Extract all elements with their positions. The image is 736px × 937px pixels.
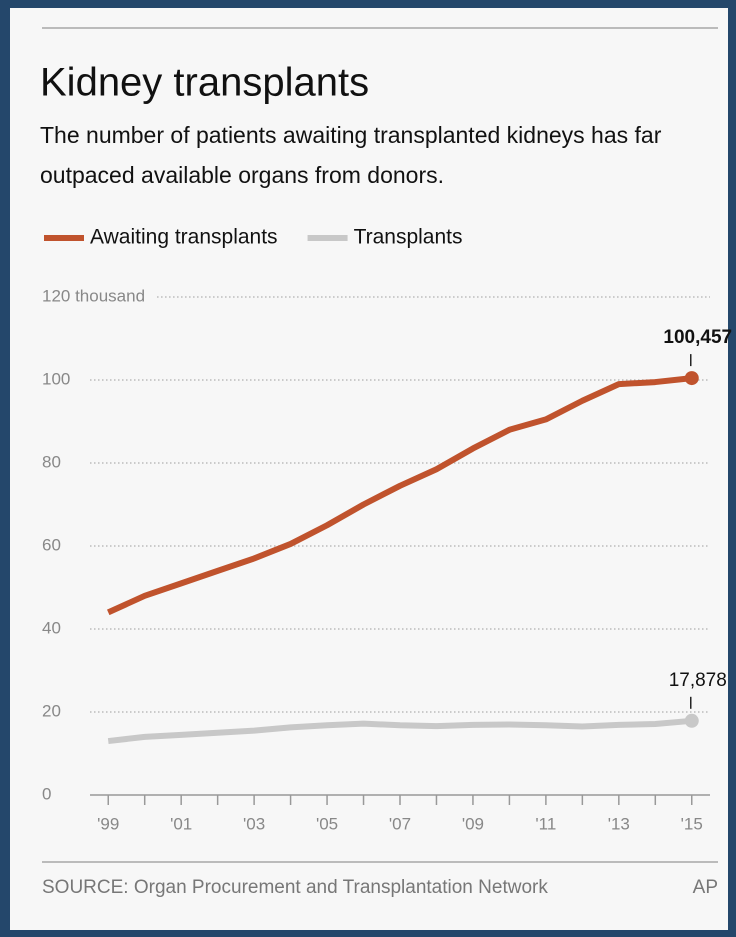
x-tick-label: '01 <box>170 814 192 833</box>
subtitle: The number of patients awaiting transpla… <box>40 122 662 148</box>
legend-label: Awaiting transplants <box>90 226 278 249</box>
end-point <box>684 371 699 386</box>
x-tick-label: '05 <box>316 814 338 833</box>
x-tick-label: '09 <box>462 814 484 833</box>
series-line <box>107 717 693 745</box>
data-label: 100,457 <box>663 327 732 348</box>
series-line <box>106 375 693 616</box>
y-tick-label: 100 <box>42 369 70 388</box>
source: SOURCE: Organ Procurement and Transplant… <box>42 877 548 898</box>
y-tick-label: 120 thousand <box>42 286 145 305</box>
y-tick-label: 80 <box>42 452 61 471</box>
chart-title: Kidney transplants <box>40 61 369 105</box>
x-tick-label: '99 <box>97 814 119 833</box>
data-label: 17,878 <box>669 670 727 691</box>
subtitle: outpaced available organs from donors. <box>40 162 444 188</box>
x-tick-label: '07 <box>389 814 411 833</box>
y-tick-label: 40 <box>42 618 61 637</box>
y-tick-label: 60 <box>42 535 61 554</box>
panel <box>10 8 728 930</box>
end-point <box>684 713 699 728</box>
x-tick-label: '11 <box>535 814 556 833</box>
legend-label: Transplants <box>354 226 463 249</box>
x-tick-label: '15 <box>681 814 703 833</box>
y-tick-label: 20 <box>42 701 61 720</box>
credit: AP <box>693 877 718 898</box>
y-tick-label: 0 <box>42 784 51 803</box>
x-tick-label: '03 <box>243 814 265 833</box>
x-tick-label: '13 <box>608 814 630 833</box>
